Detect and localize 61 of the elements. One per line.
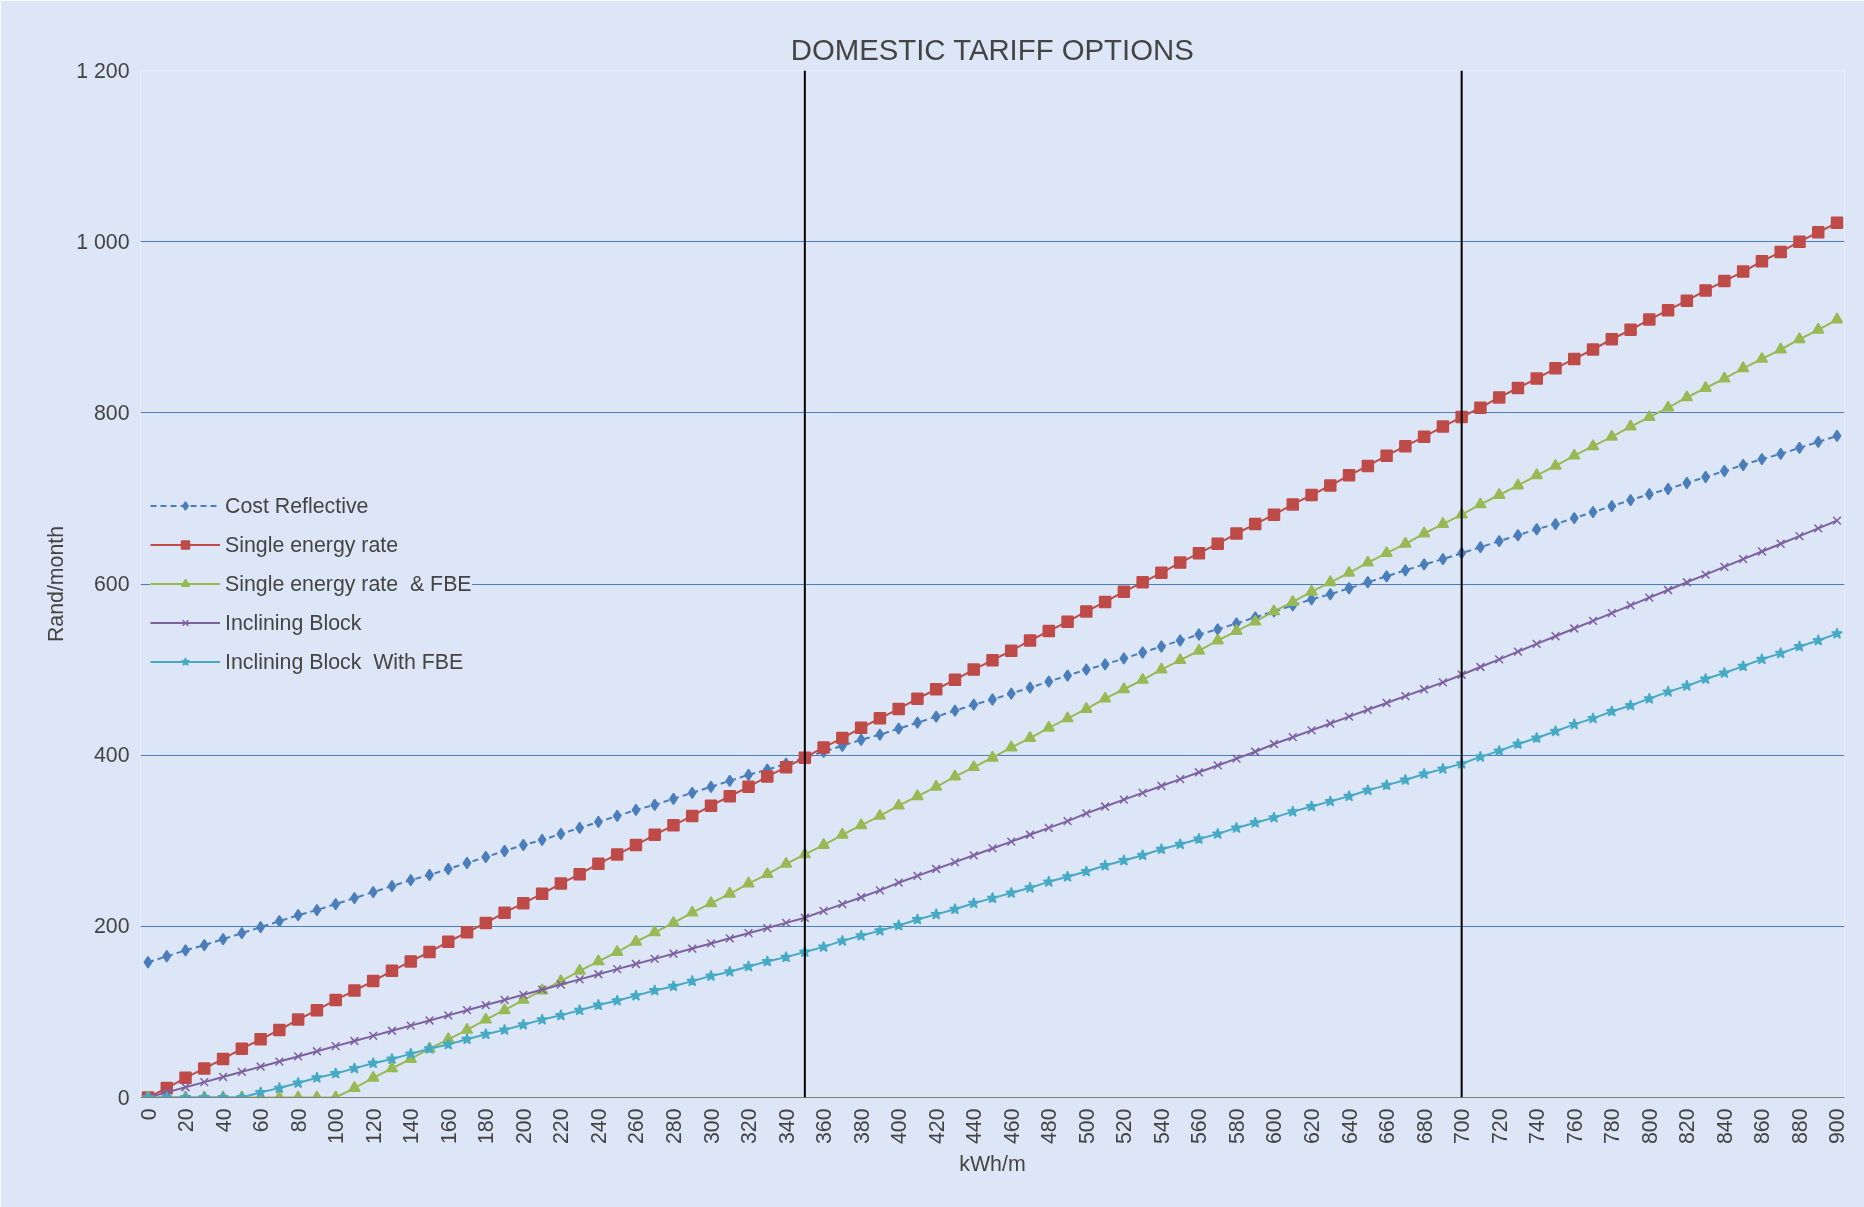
- x-tick-label: 880: [1787, 1108, 1812, 1145]
- x-tick-label: 300: [699, 1108, 724, 1145]
- x-tick-label: 340: [774, 1108, 799, 1145]
- x-tick-label: 540: [1149, 1108, 1174, 1145]
- x-tick-label: 220: [549, 1108, 574, 1145]
- legend-label: Inclining Block: [225, 610, 362, 635]
- y-axis-title: Rand/month: [44, 525, 69, 643]
- y-tick-label: 1 200: [76, 58, 130, 83]
- x-tick-label: 40: [211, 1108, 236, 1133]
- y-tick-label: 800: [93, 400, 130, 425]
- x-tick-label: 620: [1300, 1108, 1325, 1145]
- x-tick-label: 400: [887, 1108, 912, 1145]
- x-tick-label: 140: [399, 1108, 424, 1145]
- x-tick-label: 860: [1750, 1108, 1775, 1145]
- y-tick-label: 0: [117, 1085, 130, 1110]
- y-tick-label: 400: [93, 743, 130, 768]
- x-tick-label: 440: [962, 1108, 987, 1145]
- legend-label: Cost Reflective: [225, 493, 369, 518]
- x-tick-label: 480: [1037, 1108, 1062, 1145]
- x-tick-label: 380: [849, 1108, 874, 1145]
- x-tick-label: 600: [1262, 1108, 1287, 1145]
- x-tick-label: 120: [361, 1108, 386, 1145]
- x-tick-label: 360: [812, 1108, 837, 1145]
- x-tick-label: 760: [1562, 1108, 1587, 1145]
- x-tick-label: 80: [286, 1108, 311, 1133]
- x-tick-label: 420: [924, 1108, 949, 1145]
- x-tick-label: 560: [1187, 1108, 1212, 1145]
- legend-label: Inclining Block With FBE: [225, 649, 464, 674]
- x-tick-label: 740: [1525, 1108, 1550, 1145]
- y-tick-label: 1 000: [76, 229, 130, 254]
- x-tick-label: 640: [1337, 1108, 1362, 1145]
- chart-title: DOMESTIC TARIFF OPTIONS: [790, 32, 1194, 66]
- legend-label: Single energy rate & FBE: [225, 571, 472, 596]
- x-tick-label: 800: [1637, 1108, 1662, 1145]
- x-tick-label: 700: [1450, 1108, 1475, 1145]
- x-tick-label: 580: [1224, 1108, 1249, 1145]
- x-tick-label: 280: [661, 1108, 686, 1145]
- x-tick-label: 20: [174, 1108, 199, 1133]
- x-tick-label: 320: [737, 1108, 762, 1145]
- x-axis-title: kWh/m: [959, 1152, 1026, 1177]
- x-tick-label: 260: [624, 1108, 649, 1145]
- x-tick-label: 900: [1825, 1108, 1850, 1145]
- x-tick-label: 200: [511, 1108, 536, 1145]
- x-tick-label: 460: [999, 1108, 1024, 1145]
- x-tick-label: 60: [249, 1108, 274, 1133]
- y-tick-label: 200: [93, 914, 130, 939]
- x-tick-label: 100: [324, 1108, 349, 1145]
- y-tick-label: 600: [93, 572, 130, 596]
- x-tick-label: 520: [1112, 1108, 1137, 1145]
- legend-label: Single energy rate: [225, 532, 399, 557]
- x-tick-label: 680: [1412, 1108, 1437, 1145]
- x-tick-label: 160: [436, 1108, 461, 1145]
- x-tick-label: 240: [586, 1108, 611, 1145]
- x-tick-label: 660: [1375, 1108, 1400, 1145]
- x-tick-label: 0: [136, 1108, 161, 1121]
- x-tick-label: 720: [1487, 1108, 1512, 1145]
- x-tick-label: 840: [1712, 1108, 1737, 1145]
- x-tick-label: 780: [1600, 1108, 1625, 1145]
- x-tick-label: 820: [1675, 1108, 1700, 1145]
- x-tick-label: 500: [1074, 1108, 1099, 1145]
- x-tick-label: 180: [474, 1108, 499, 1145]
